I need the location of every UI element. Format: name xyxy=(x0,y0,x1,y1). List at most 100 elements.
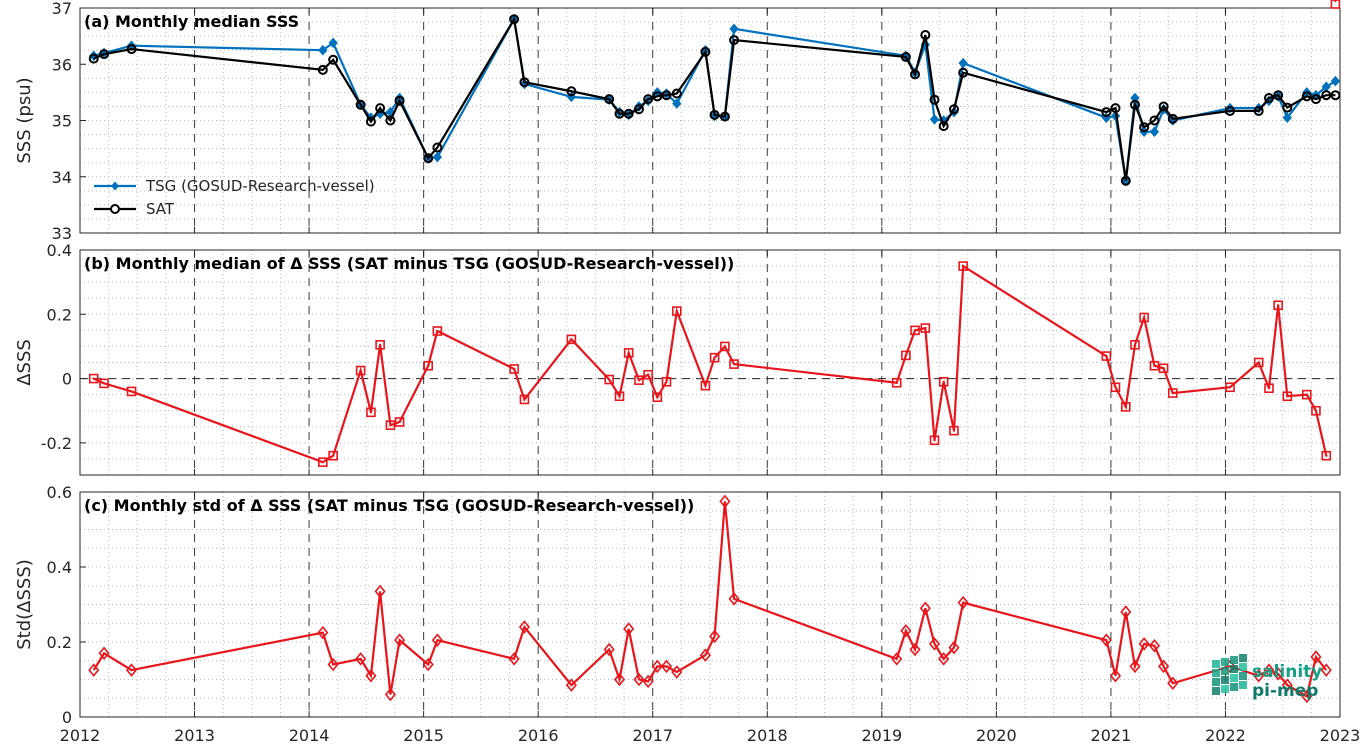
logo-tile xyxy=(1212,687,1220,695)
data-point-center xyxy=(92,377,95,380)
data-point xyxy=(929,94,940,105)
data-point xyxy=(509,14,520,25)
data-point xyxy=(394,95,405,106)
data-point xyxy=(1253,105,1264,116)
data-point xyxy=(633,672,645,687)
data-point xyxy=(709,109,720,120)
data-point xyxy=(603,642,615,657)
data-point xyxy=(1301,689,1313,704)
data-point xyxy=(423,360,434,371)
data-point xyxy=(958,57,968,69)
data-point xyxy=(729,35,740,46)
data-point xyxy=(958,67,969,78)
data-point-center xyxy=(627,351,630,354)
data-point xyxy=(623,348,634,358)
data-point xyxy=(432,142,443,153)
data-point xyxy=(328,37,338,49)
data-point xyxy=(1149,126,1160,138)
data-point-center xyxy=(1143,316,1146,319)
data-point xyxy=(317,64,328,75)
data-point xyxy=(949,106,959,118)
data-point xyxy=(671,306,682,316)
data-point-center xyxy=(369,411,372,414)
y-tick-label: 33 xyxy=(52,224,72,243)
data-point xyxy=(604,94,615,105)
data-point xyxy=(1139,122,1150,133)
x-axis-labels: 2012 2013 2014 2015 2016 2017 2018 2019 2020 2021… xyxy=(60,726,1361,745)
data-point-center xyxy=(1325,454,1328,457)
data-point-center xyxy=(359,369,362,372)
data-point xyxy=(1301,389,1312,400)
logo-tile xyxy=(1212,678,1220,686)
data-point xyxy=(652,392,663,403)
data-point xyxy=(910,69,921,80)
data-point xyxy=(89,50,99,62)
data-point xyxy=(1121,402,1131,412)
data-point xyxy=(957,595,969,610)
logo-tile xyxy=(1230,656,1238,664)
data-point xyxy=(700,46,711,57)
data-point-center xyxy=(1267,387,1270,390)
data-point xyxy=(1129,659,1141,674)
data-point xyxy=(1321,90,1332,101)
x-tick-label: 2019 xyxy=(861,726,902,745)
data-point xyxy=(1330,0,1341,9)
data-point xyxy=(1139,312,1149,323)
data-point-center xyxy=(675,310,678,313)
logo-tile xyxy=(1221,685,1229,693)
data-point xyxy=(729,359,739,369)
y-axis-label: SSS (psu) xyxy=(14,77,35,163)
data-point xyxy=(1282,391,1293,402)
data-point-center xyxy=(904,354,907,357)
data-point xyxy=(519,77,530,88)
data-point xyxy=(423,153,434,164)
data-point xyxy=(1225,105,1236,116)
x-tick-label: 2015 xyxy=(403,726,444,745)
data-point xyxy=(1101,351,1112,361)
data-point xyxy=(1101,107,1112,118)
y-tick-label: 35 xyxy=(52,112,72,131)
logo-tile xyxy=(1239,663,1247,671)
data-point xyxy=(1272,667,1284,681)
data-point xyxy=(327,657,339,672)
data-point-center xyxy=(1286,395,1289,398)
data-point xyxy=(1320,663,1332,677)
data-point-center xyxy=(1162,367,1165,370)
data-point xyxy=(910,325,920,336)
data-point-center xyxy=(1229,386,1232,389)
data-point xyxy=(623,622,635,636)
data-point-center xyxy=(952,429,955,432)
data-point xyxy=(385,115,396,126)
data-point-center xyxy=(523,398,526,401)
data-point xyxy=(928,637,941,651)
data-point xyxy=(365,116,376,127)
logo-tile xyxy=(1212,669,1220,677)
legend-label-tsg: TSG (GOSUD-Research-vessel) xyxy=(145,177,375,195)
data-point xyxy=(1281,678,1293,692)
data-point-center xyxy=(942,380,945,383)
data-point xyxy=(929,114,940,125)
data-point-center xyxy=(723,345,726,348)
data-point xyxy=(1100,633,1112,647)
y-tick-label: -0.2 xyxy=(41,434,72,453)
data-point xyxy=(651,659,663,674)
data-point-center xyxy=(713,356,716,359)
data-point xyxy=(1282,112,1292,123)
data-point xyxy=(719,494,731,509)
data-point xyxy=(99,378,109,389)
data-point xyxy=(891,377,902,388)
data-point xyxy=(929,435,940,446)
logo-tile xyxy=(1230,674,1238,682)
panel-a: 33 34 35 36 37 SSS (psu) (a) Monthly median SS… xyxy=(14,0,1341,243)
data-point xyxy=(709,352,720,363)
series-line xyxy=(92,501,1328,699)
data-point-center xyxy=(962,265,965,268)
panel-title: (b) Monthly median of Δ SSS (SAT minus T… xyxy=(84,254,734,273)
data-point-center xyxy=(1124,405,1127,408)
data-point xyxy=(318,44,328,56)
data-point xyxy=(671,665,683,679)
data-point xyxy=(1264,95,1274,107)
data-point xyxy=(1138,637,1150,651)
data-point xyxy=(700,380,711,391)
